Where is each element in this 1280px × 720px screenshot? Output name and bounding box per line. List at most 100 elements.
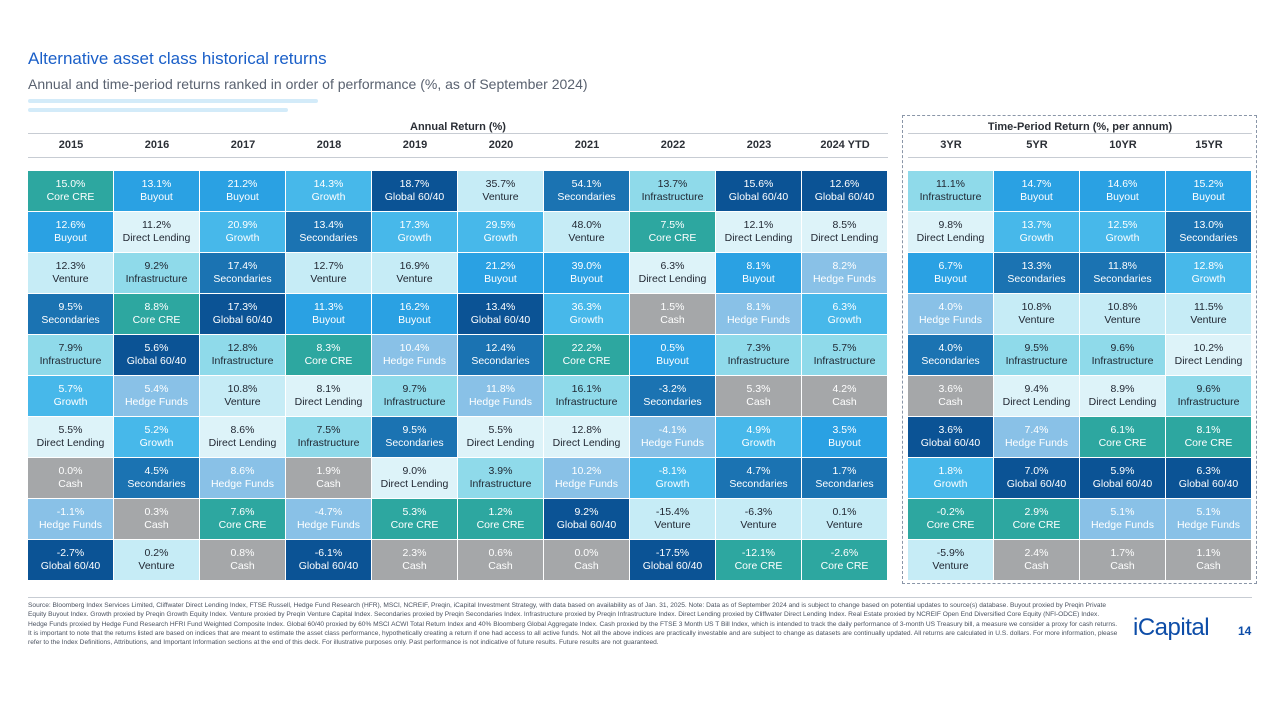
- return-cell: 8.5% Direct Lending: [802, 212, 887, 252]
- return-value: 7.4%: [1024, 424, 1049, 436]
- asset-class-label: Buyout: [1020, 191, 1053, 203]
- return-value: 8.3%: [316, 342, 341, 354]
- asset-class-label: Buyout: [484, 273, 517, 285]
- return-value: 11.2%: [142, 219, 171, 231]
- asset-class-label: Cash: [574, 560, 599, 572]
- asset-class-label: Infrastructure: [125, 273, 188, 285]
- asset-class-label: Cash: [832, 396, 857, 408]
- return-value: 3.5%: [832, 424, 857, 436]
- return-cell: 5.1% Hedge Funds: [1080, 499, 1165, 539]
- asset-class-label: Infrastructure: [1177, 396, 1240, 408]
- asset-class-label: Infrastructure: [469, 478, 532, 490]
- return-value: 0.8%: [230, 547, 255, 559]
- return-value: 1.7%: [832, 465, 857, 477]
- return-cell: 7.5% Core CRE: [630, 212, 715, 252]
- asset-class-label: Core CRE: [218, 519, 267, 531]
- return-cell: 0.3% Cash: [114, 499, 199, 539]
- page-title: Alternative asset class historical retur…: [28, 49, 327, 68]
- return-value: -12.1%: [741, 547, 776, 559]
- return-cell: 10.4% Hedge Funds: [372, 335, 457, 375]
- return-cell: 0.8% Cash: [200, 540, 285, 580]
- asset-class-label: Hedge Funds: [1090, 519, 1155, 531]
- return-cell: 8.9% Direct Lending: [1080, 376, 1165, 416]
- return-cell: -2.6% Core CRE: [802, 540, 887, 580]
- return-value: 12.8%: [227, 342, 258, 354]
- return-value: 9.5%: [1024, 342, 1049, 354]
- asset-class-label: Global 60/40: [298, 560, 359, 572]
- asset-class-label: Core CRE: [46, 191, 95, 203]
- return-value: 9.0%: [402, 465, 427, 477]
- return-cell: 35.7% Venture: [458, 171, 543, 211]
- return-cell: 1.1% Cash: [1166, 540, 1251, 580]
- return-value: 8.1%: [746, 260, 771, 272]
- asset-class-label: Core CRE: [1098, 437, 1147, 449]
- return-cell: 5.3% Core CRE: [372, 499, 457, 539]
- asset-class-label: Hedge Funds: [918, 314, 983, 326]
- asset-class-label: Hedge Funds: [554, 478, 619, 490]
- asset-class-label: Core CRE: [820, 560, 869, 572]
- return-cell: 15.2% Buyout: [1166, 171, 1251, 211]
- asset-class-label: Cash: [938, 396, 963, 408]
- return-value: 9.2%: [574, 506, 599, 518]
- return-cell: 8.1% Direct Lending: [286, 376, 371, 416]
- return-cell: 1.2% Core CRE: [458, 499, 543, 539]
- return-cell: 11.1% Infrastructure: [908, 171, 993, 211]
- time-period-dashed-frame: [902, 115, 1257, 584]
- faint-decorative-lines: [28, 99, 328, 119]
- asset-class-label: Venture: [740, 519, 777, 531]
- asset-class-label: Direct Lending: [916, 232, 985, 244]
- return-cell: -15.4% Venture: [630, 499, 715, 539]
- column-header: 2018: [316, 139, 342, 151]
- asset-class-label: Secondaries: [299, 232, 358, 244]
- return-cell: 12.8% Growth: [1166, 253, 1251, 293]
- asset-class-label: Direct Lending: [810, 232, 879, 244]
- return-cell: 12.5% Growth: [1080, 212, 1165, 252]
- asset-class-label: Global 60/40: [40, 560, 101, 572]
- return-value: 22.2%: [571, 342, 602, 354]
- return-cell: 8.3% Core CRE: [286, 335, 371, 375]
- return-value: 9.2%: [144, 260, 169, 272]
- return-cell: 13.7% Growth: [994, 212, 1079, 252]
- return-value: 5.9%: [1110, 465, 1135, 477]
- return-value: 5.6%: [144, 342, 169, 354]
- return-value: -3.2%: [658, 383, 687, 395]
- asset-class-label: Global 60/40: [384, 191, 445, 203]
- footer-rule: [28, 597, 1252, 598]
- return-cell: 12.7% Venture: [286, 253, 371, 293]
- return-value: 8.5%: [832, 219, 857, 231]
- return-value: 8.9%: [1110, 383, 1135, 395]
- return-value: 9.5%: [58, 301, 83, 313]
- return-cell: 8.6% Hedge Funds: [200, 458, 285, 498]
- return-cell: 9.5% Secondaries: [28, 294, 113, 334]
- asset-class-label: Cash: [488, 560, 513, 572]
- return-value: 11.8%: [1108, 260, 1137, 272]
- asset-class-label: Direct Lending: [122, 232, 191, 244]
- return-cell: 5.6% Global 60/40: [114, 335, 199, 375]
- return-cell: 5.9% Global 60/40: [1080, 458, 1165, 498]
- return-value: 9.4%: [1024, 383, 1049, 395]
- return-value: 20.9%: [227, 219, 258, 231]
- asset-class-label: Venture: [826, 519, 863, 531]
- return-value: 5.7%: [58, 383, 83, 395]
- return-value: 4.5%: [144, 465, 169, 477]
- return-value: 21.2%: [227, 178, 258, 190]
- return-cell: 9.6% Infrastructure: [1080, 335, 1165, 375]
- asset-class-label: Direct Lending: [208, 437, 277, 449]
- return-value: 13.4%: [485, 301, 516, 313]
- return-value: 0.1%: [832, 506, 857, 518]
- return-cell: 8.6% Direct Lending: [200, 417, 285, 457]
- return-cell: 1.9% Cash: [286, 458, 371, 498]
- return-value: 2.4%: [1024, 547, 1049, 559]
- asset-class-label: Direct Lending: [638, 273, 707, 285]
- return-cell: 10.8% Venture: [200, 376, 285, 416]
- return-cell: 0.0% Cash: [544, 540, 629, 580]
- return-cell: 10.8% Venture: [1080, 294, 1165, 334]
- return-value: 17.3%: [399, 219, 430, 231]
- asset-class-label: Cash: [1196, 560, 1221, 572]
- column-header: 2020: [488, 139, 514, 151]
- asset-class-label: Growth: [53, 396, 88, 408]
- asset-class-label: Venture: [1190, 314, 1227, 326]
- return-value: 1.2%: [488, 506, 513, 518]
- asset-class-label: Secondaries: [41, 314, 100, 326]
- column-header: 2016: [144, 139, 170, 151]
